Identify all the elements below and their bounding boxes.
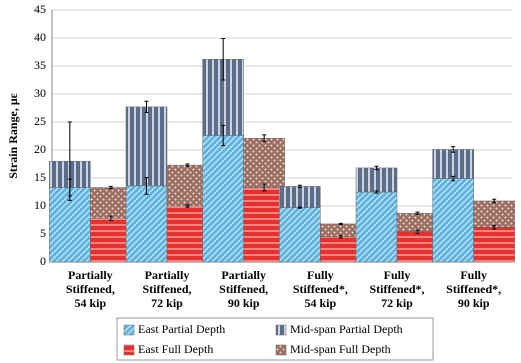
legend-label: Mid-span Full Depth bbox=[290, 342, 391, 356]
bar-segment bbox=[90, 187, 132, 219]
y-tick-label: 20 bbox=[34, 142, 46, 156]
bar-segment bbox=[125, 185, 168, 263]
error-bar bbox=[185, 204, 190, 208]
bar-segment bbox=[396, 213, 439, 233]
legend-swatch bbox=[123, 324, 135, 336]
error-bar bbox=[338, 222, 343, 225]
legend-box bbox=[116, 317, 434, 361]
error-bar bbox=[374, 190, 379, 194]
error-bar bbox=[262, 134, 267, 143]
error-bar bbox=[144, 100, 149, 113]
error-bar bbox=[338, 235, 343, 239]
y-axis-label: Strain Range, με bbox=[6, 93, 20, 179]
error-bar bbox=[221, 38, 226, 81]
legend-label: East Full Depth bbox=[138, 342, 213, 356]
error-bar bbox=[451, 146, 456, 153]
bar-segment bbox=[473, 227, 515, 263]
x-tick-label: Partially Stiffened, 72 kip bbox=[142, 268, 192, 310]
bar-segment bbox=[243, 137, 285, 188]
error-bar bbox=[374, 165, 379, 171]
y-tick-label: 15 bbox=[34, 170, 46, 184]
bar-segment bbox=[355, 191, 398, 263]
y-tick-label: 45 bbox=[34, 2, 46, 16]
error-bar bbox=[297, 206, 302, 209]
error-bar bbox=[297, 184, 302, 189]
y-tick-label: 35 bbox=[34, 58, 46, 72]
x-tick-label: Fully Stiffened*, 54 kip bbox=[292, 268, 348, 310]
x-tick-label: Fully Stiffened*, 90 kip bbox=[446, 268, 502, 310]
y-tick-label: 30 bbox=[34, 86, 46, 100]
bar-segment bbox=[432, 149, 474, 179]
bar-segment bbox=[202, 135, 244, 263]
bar-segment bbox=[396, 231, 439, 263]
error-bar bbox=[415, 211, 420, 215]
error-bar bbox=[492, 225, 497, 230]
bar-segment bbox=[243, 187, 285, 263]
error-bar bbox=[492, 198, 497, 204]
error-bar bbox=[67, 121, 72, 201]
bar-segment bbox=[279, 186, 321, 208]
bar-segment bbox=[473, 200, 515, 228]
legend-label: East Partial Depth bbox=[138, 322, 225, 336]
bar-segment bbox=[125, 106, 168, 187]
legend-swatch bbox=[123, 344, 135, 356]
y-tick-label: 40 bbox=[34, 30, 46, 44]
legend-label: Mid-span Partial Depth bbox=[290, 322, 403, 336]
bar-segment bbox=[432, 178, 474, 263]
error-bar bbox=[108, 185, 113, 190]
error-bar bbox=[451, 175, 456, 182]
bar-segment bbox=[320, 236, 362, 263]
error-bar bbox=[221, 124, 226, 147]
bar-segment bbox=[355, 167, 398, 193]
error-bar bbox=[262, 183, 267, 192]
y-tick-label: 10 bbox=[34, 198, 46, 212]
x-tick-label: Partially Stiffened, 90 kip bbox=[219, 268, 269, 310]
bar-segment bbox=[90, 218, 132, 263]
legend-swatch bbox=[275, 324, 287, 336]
y-tick-label: 0 bbox=[40, 254, 46, 268]
legend-swatch bbox=[275, 344, 287, 356]
error-bar bbox=[144, 176, 149, 195]
bar-segment bbox=[279, 207, 321, 263]
bar-segment bbox=[320, 223, 362, 238]
error-bar bbox=[185, 163, 190, 167]
x-tick-label: Partially Stiffened, 54 kip bbox=[65, 268, 115, 310]
y-tick-label: 5 bbox=[40, 226, 46, 240]
bar-segment bbox=[166, 164, 209, 207]
error-bar bbox=[108, 215, 113, 222]
y-tick-label: 25 bbox=[34, 114, 46, 128]
bar-segment bbox=[166, 205, 209, 263]
x-tick-label: Fully Stiffened*, 72 kip bbox=[369, 268, 425, 310]
error-bar bbox=[415, 229, 420, 234]
